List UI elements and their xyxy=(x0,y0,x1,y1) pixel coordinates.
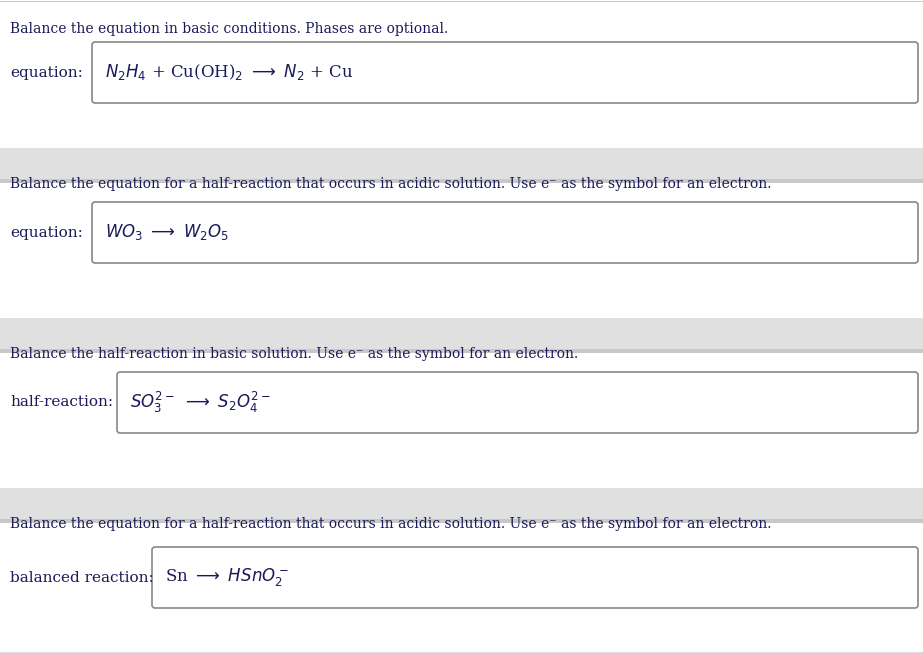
Text: Balance the half-reaction in basic solution. Use e⁻ as the symbol for an electro: Balance the half-reaction in basic solut… xyxy=(10,347,578,361)
FancyBboxPatch shape xyxy=(117,372,918,433)
FancyBboxPatch shape xyxy=(92,202,918,263)
Bar xyxy=(0,488,923,523)
Bar xyxy=(0,349,923,353)
Text: Balance the equation for a half-reaction that occurs in acidic solution. Use e⁻ : Balance the equation for a half-reaction… xyxy=(10,177,772,191)
FancyBboxPatch shape xyxy=(92,42,918,103)
FancyBboxPatch shape xyxy=(152,547,918,608)
Text: $N_2H_4$ + Cu(OH)$_2$ $\longrightarrow$ $N_2$ + Cu: $N_2H_4$ + Cu(OH)$_2$ $\longrightarrow$ … xyxy=(105,63,354,82)
Bar xyxy=(0,318,923,353)
Text: Balance the equation for a half-reaction that occurs in acidic solution. Use e⁻ : Balance the equation for a half-reaction… xyxy=(10,517,772,531)
Text: balanced reaction:: balanced reaction: xyxy=(10,571,154,584)
Bar xyxy=(0,519,923,523)
Text: $SO_3^{2-}$ $\longrightarrow$ $S_2O_4^{2-}$: $SO_3^{2-}$ $\longrightarrow$ $S_2O_4^{2… xyxy=(130,390,271,415)
Text: half-reaction:: half-reaction: xyxy=(10,396,114,409)
Text: $WO_3$ $\longrightarrow$ $W_2O_5$: $WO_3$ $\longrightarrow$ $W_2O_5$ xyxy=(105,223,229,242)
Text: Sn $\longrightarrow$ $HSnO_2^-$: Sn $\longrightarrow$ $HSnO_2^-$ xyxy=(165,567,289,588)
Bar xyxy=(0,179,923,183)
Bar xyxy=(0,148,923,183)
Text: equation:: equation: xyxy=(10,225,83,240)
Text: Balance the equation in basic conditions. Phases are optional.: Balance the equation in basic conditions… xyxy=(10,22,449,36)
Text: equation:: equation: xyxy=(10,65,83,80)
